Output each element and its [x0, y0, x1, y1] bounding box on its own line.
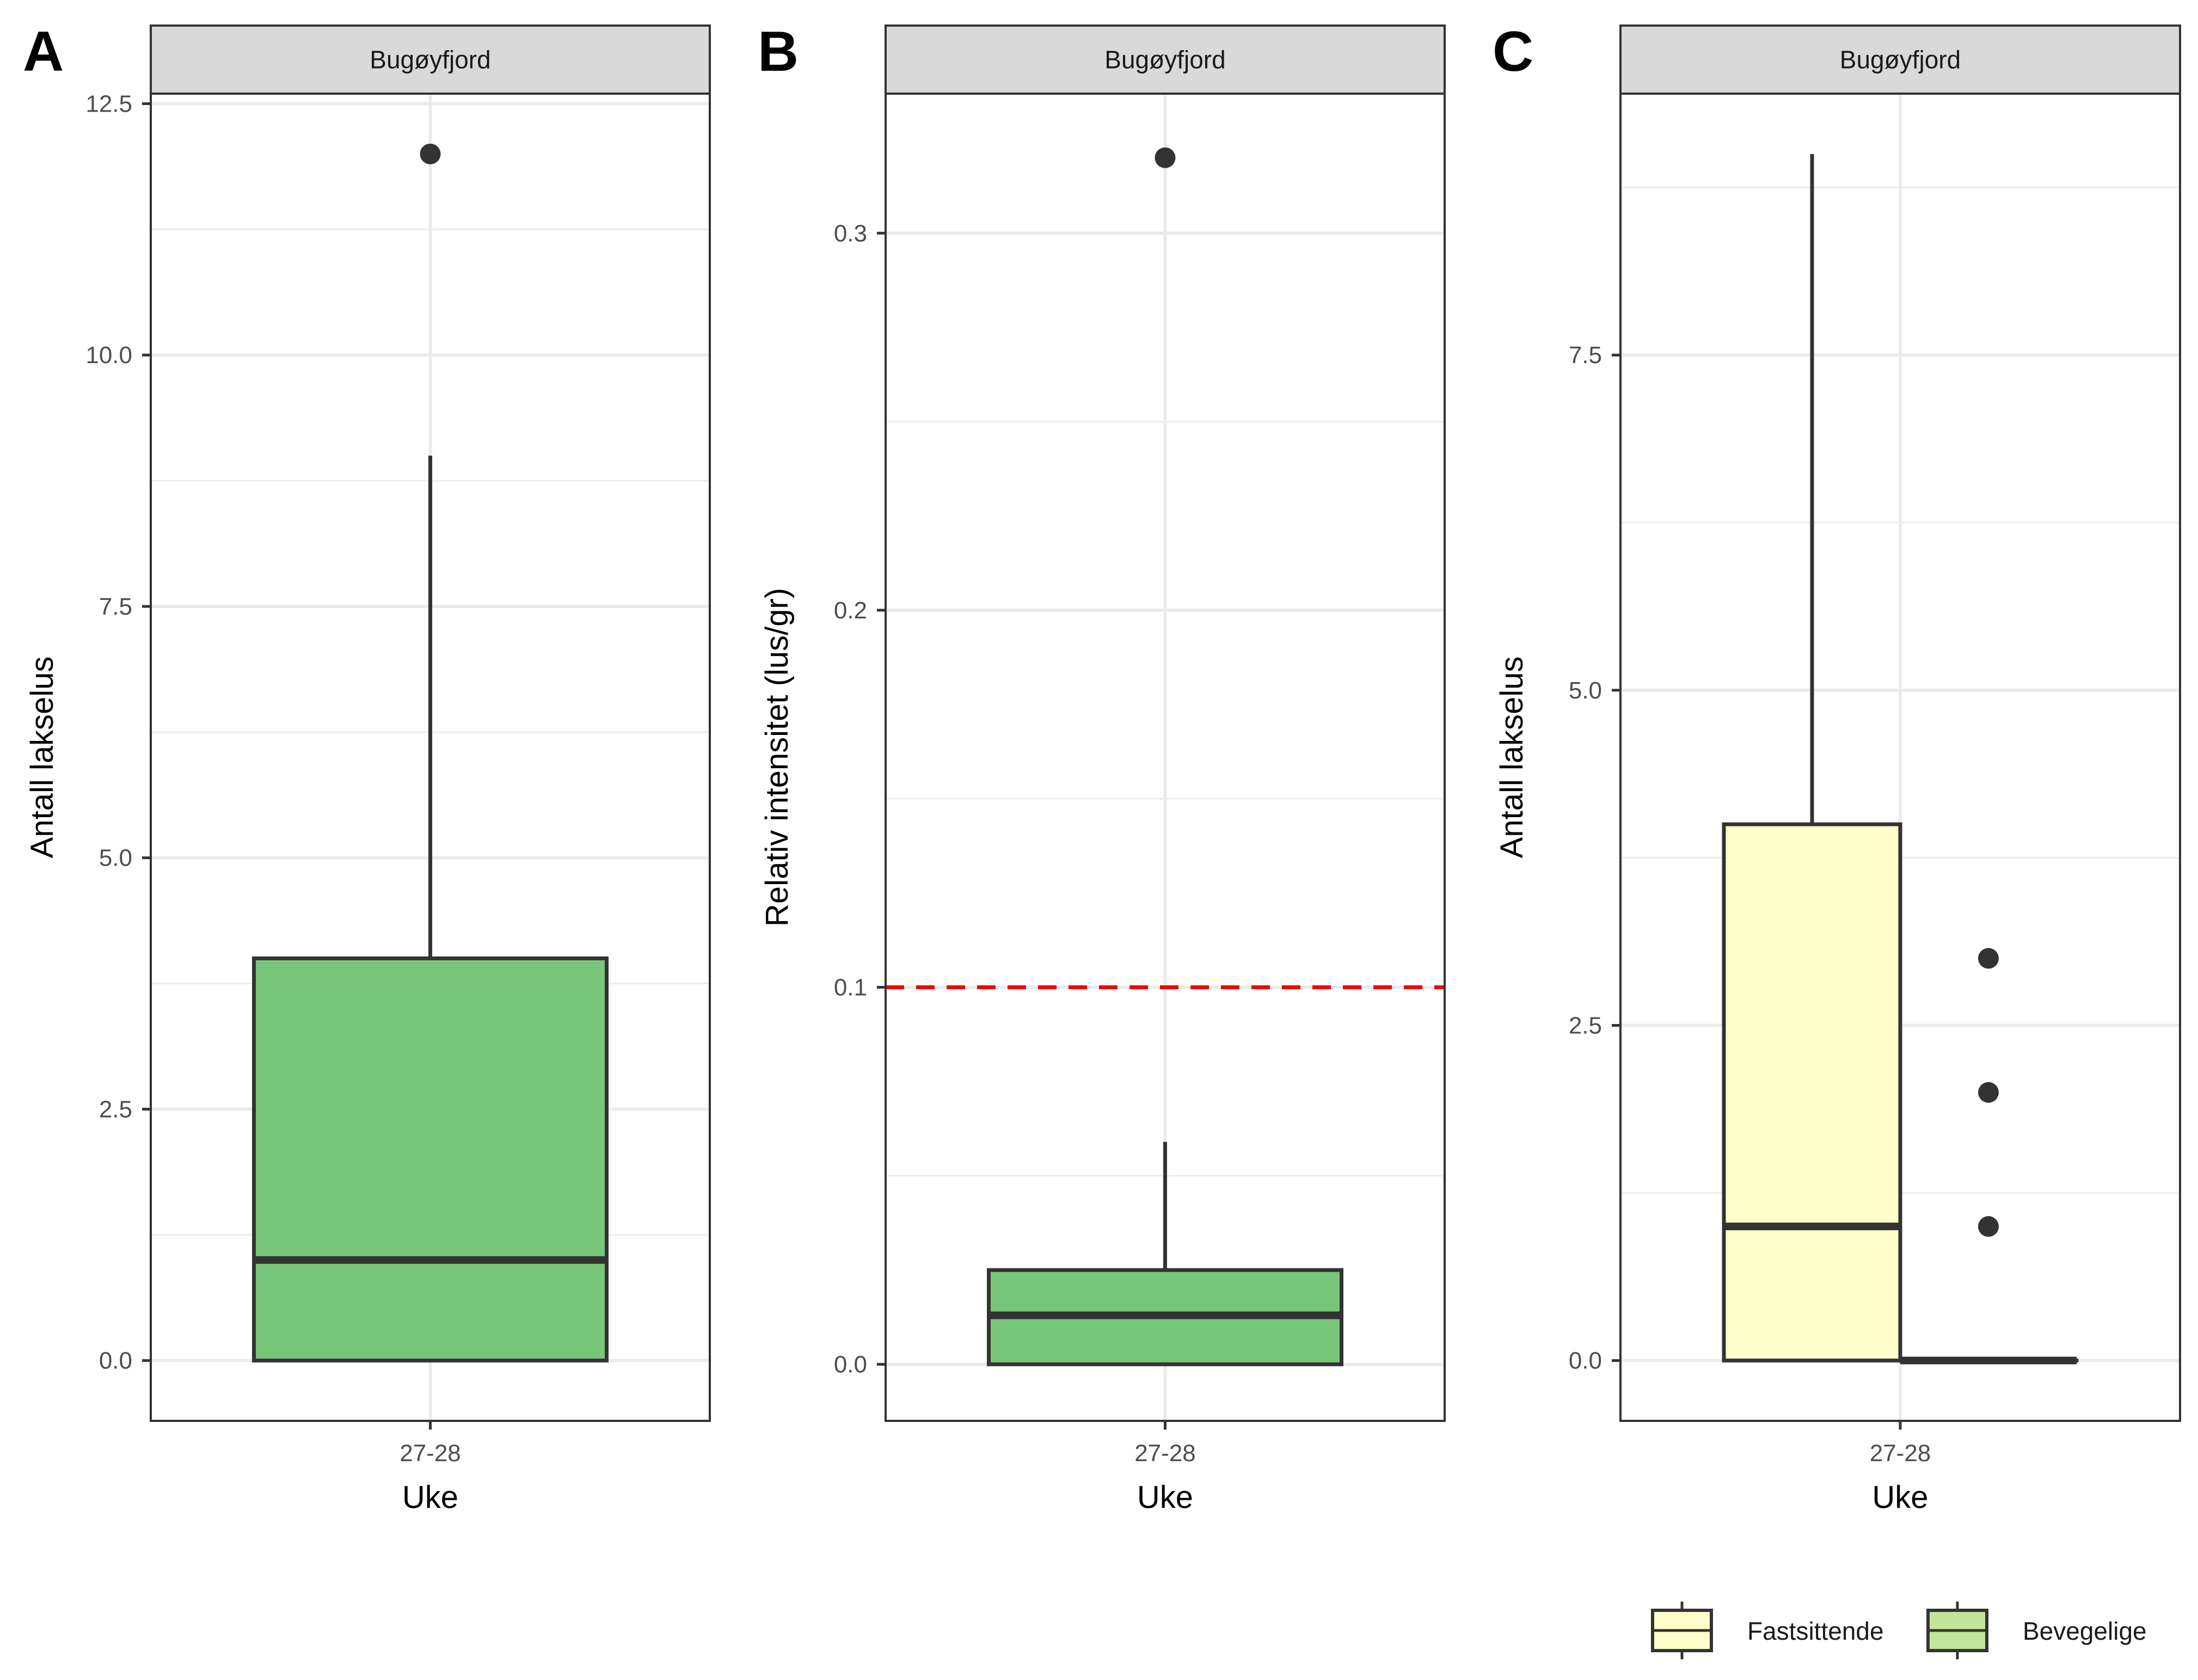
y-axis-title: Relativ intensitet (lus/gr)	[759, 588, 795, 927]
y-tick-label: 5.0	[1569, 677, 1602, 704]
y-tick-label: 10.0	[85, 342, 132, 369]
strip-label: Bugøyfjord	[1104, 46, 1225, 74]
outlier-point	[1155, 147, 1176, 168]
y-tick-label: 0.2	[834, 597, 867, 624]
outlier-point	[420, 143, 441, 164]
box-body	[1722, 822, 1902, 1363]
legend-label: Fastsittende	[1747, 1617, 1884, 1645]
y-axis-title: Antall lakselus	[24, 657, 60, 859]
x-tick-label: 27-28	[1870, 1440, 1931, 1467]
outlier-point	[1978, 1216, 1999, 1237]
panel-letter: A	[23, 20, 64, 83]
facet-strip	[1619, 24, 2181, 95]
y-tick-label: 0.0	[99, 1347, 132, 1374]
outlier-point	[1978, 948, 1999, 969]
panel-letter: C	[1493, 20, 1533, 83]
y-tick-label: 0.3	[834, 220, 867, 247]
panel-B: B Bugøyfjord 0.0 0.1 0.2 0.3 27-28 Uke Relativ i…	[758, 20, 1446, 1515]
y-tick-label: 7.5	[1569, 342, 1602, 369]
y-tick-label: 0.0	[834, 1351, 867, 1378]
y-axis-title: Antall lakselus	[1494, 657, 1530, 859]
y-tick-label: 7.5	[99, 593, 132, 620]
y-tick-label: 5.0	[99, 845, 132, 872]
box-body	[252, 956, 609, 1363]
legend: Fastsittende Bevegelige	[1651, 1602, 2147, 1659]
facet-strip	[150, 24, 711, 95]
y-tick-label: 2.5	[99, 1096, 132, 1123]
x-axis-title: Uke	[402, 1480, 458, 1515]
box-main	[252, 143, 609, 1363]
panel-C: C Bugøyfjord 0.0 2.5 5.0 7.5 27-28 Uke Antall la…	[1493, 20, 2181, 1515]
box-main	[987, 147, 1343, 1366]
y-tick-label: 12.5	[85, 90, 132, 117]
x-tick-label: 27-28	[400, 1440, 461, 1467]
box-bevegelige	[1898, 948, 2079, 1365]
y-tick-label: 0.0	[1569, 1347, 1602, 1374]
facet-strip	[885, 24, 1446, 95]
outlier-point	[1978, 1082, 1999, 1103]
legend-key	[1926, 1602, 1988, 1659]
y-tick-label: 2.5	[1569, 1013, 1602, 1039]
x-axis-title: Uke	[1872, 1480, 1928, 1515]
x-axis-title: Uke	[1137, 1480, 1193, 1515]
box-fastsittende	[1722, 154, 1902, 1363]
legend-key	[1651, 1602, 1713, 1659]
y-tick-label: 0.1	[834, 974, 867, 1001]
panel-A: A Bugøyfjord 0.0 2.5 5.0 7.5 10.0 12.5 27-28 Uke A…	[23, 20, 711, 1515]
strip-label: Bugøyfjord	[370, 46, 490, 74]
strip-label: Bugøyfjord	[1840, 46, 1961, 74]
panel-letter: B	[758, 20, 799, 83]
legend-label: Bevegelige	[2023, 1617, 2147, 1645]
x-tick-label: 27-28	[1134, 1440, 1196, 1467]
